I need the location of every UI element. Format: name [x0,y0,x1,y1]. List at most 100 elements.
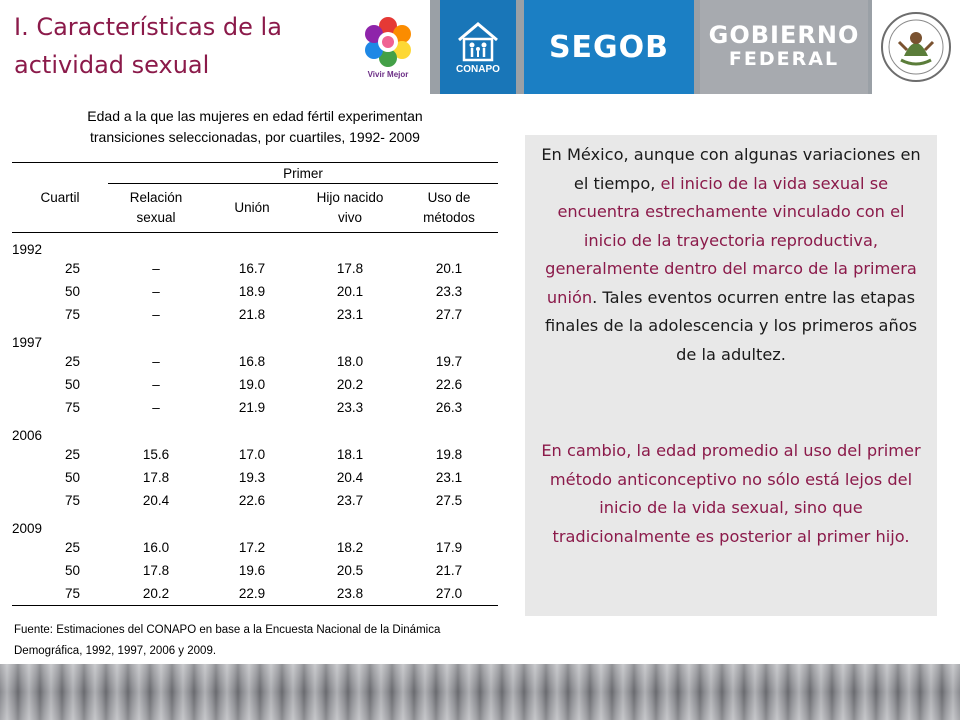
cell-metodos: 17.9 [435,540,463,555]
slide-title-line2: actividad sexual [14,51,210,79]
source-line2: Demográfica, 1992, 1997, 2006 y 2009. [14,645,217,657]
cell-hijo: 18.1 [336,447,364,462]
cell-metodos: 27.5 [435,493,463,508]
cell-relacion: 20.2 [108,582,204,606]
year-label: 2009 [12,521,43,536]
cell-metodos: 21.7 [435,563,463,578]
cell-hijo: 23.3 [336,400,364,415]
table-title: Edad a la que las mujeres en edad fértil… [20,106,490,148]
cell-hijo: 23.8 [300,582,400,606]
gobierno-label: GOBIERNO [708,21,860,49]
summary-p1-part-c: . Tales eventos ocurren entre las etapas… [544,287,918,364]
cell-metodos: 19.7 [435,354,463,369]
federal-label: FEDERAL [728,48,840,70]
cell-relacion: 17.8 [142,563,170,578]
cell-q: 75 [64,493,80,508]
table-row: 50 – 19.0 20.2 22.6 [12,373,498,396]
cell-relacion: 17.8 [142,470,170,485]
cell-union: 22.9 [204,582,300,606]
cell-union: 16.8 [238,354,266,369]
table-row: 25 16.0 17.2 18.2 17.9 [12,536,498,559]
segob-label: SEGOB [548,29,670,65]
summary-paragraph-2: En cambio, la edad promedio al uso del p… [541,441,921,546]
cell-q: 75 [12,582,108,606]
summary-paragraph-1: En México, aunque con algunas variacione… [535,141,927,369]
mexico-coat-of-arms-logo [872,0,960,94]
table-row: 75 20.4 22.6 23.7 27.5 [12,489,498,512]
table-body: 1992 25 – 16.7 17.8 20.1 50 – 18.9 20.1 23.3 75 – 21.… [12,233,498,606]
cell-metodos: 23.1 [435,470,463,485]
table-row: 25 – 16.8 18.0 19.7 [12,350,498,373]
year-label: 2006 [12,428,43,443]
cell-union: 22.6 [238,493,266,508]
eagle-seal-icon [881,12,951,82]
cell-union: 18.9 [238,284,266,299]
vivir-mejor-label: Vivir Mejor [367,69,409,79]
summary-textbox: En México, aunque con algunas variacione… [525,135,937,616]
cell-union: 21.9 [238,400,266,415]
summary-p1-part-a: En México, aunque con algunas variacione… [541,145,921,193]
cell-union: 17.0 [238,447,266,462]
table-row: 50 – 18.9 20.1 23.3 [12,280,498,303]
cuartiles-table: Cuartil Primer Relación sexual Unión Hijo… [12,162,498,606]
table-row: 25 – 16.7 17.8 20.1 [12,257,498,280]
conapo-logo: CONAPO [440,0,516,94]
header-uso-metodos: Uso de métodos [400,183,498,233]
cell-q: 50 [64,470,80,485]
cell-union: 19.3 [238,470,266,485]
cell-q: 25 [64,261,80,276]
summary-p1-highlight: el inicio de la vida sexual se encuentra… [545,173,917,307]
gobierno-federal-logo: GOBIERNO FEDERAL [700,0,868,94]
house-family-icon [458,21,498,61]
cell-relacion: – [152,261,160,276]
cell-relacion: – [152,377,160,392]
cell-q: 75 [64,400,80,415]
header-primer: Primer [108,162,498,184]
cell-union: 19.6 [238,563,266,578]
table-title-line2: transiciones seleccionadas, por cuartile… [90,129,420,145]
cell-q: 25 [64,540,80,555]
year-row: 2006 [12,419,498,443]
cell-hijo: 17.8 [336,261,364,276]
cell-metodos: 22.6 [435,377,463,392]
cell-relacion: 20.4 [142,493,170,508]
table-row: 75 – 21.8 23.1 27.7 [12,303,498,326]
cell-hijo: 20.5 [336,563,364,578]
cell-metodos: 23.3 [435,284,463,299]
header-hijo-nacido-vivo: Hijo nacido vivo [300,183,400,233]
flower-icon [365,16,411,67]
cell-relacion: – [152,400,160,415]
cell-q: 50 [64,377,80,392]
cell-union: 21.8 [238,307,266,322]
header-union: Unión [204,183,300,233]
cell-metodos: 27.7 [435,307,463,322]
table-row: 75 20.2 22.9 23.8 27.0 [12,582,498,606]
cell-hijo: 20.4 [336,470,364,485]
cell-hijo: 18.2 [336,540,364,555]
source-line1: Fuente: Estimaciones del CONAPO en base … [14,624,441,636]
segob-logo: SEGOB [524,0,694,94]
year-label: 1997 [12,335,43,350]
cell-relacion: 16.0 [142,540,170,555]
table-row: 25 15.6 17.0 18.1 19.8 [12,443,498,466]
cell-union: 17.2 [238,540,266,555]
conapo-label: CONAPO [456,63,500,75]
cell-relacion: – [152,354,160,369]
cell-q: 75 [64,307,80,322]
vivir-mejor-logo: Vivir Mejor [346,0,430,94]
cell-hijo: 18.0 [336,354,364,369]
footer-shading [0,664,960,720]
cell-metodos: 27.0 [400,582,498,606]
table-row: 75 – 21.9 23.3 26.3 [12,396,498,419]
table-source: Fuente: Estimaciones del CONAPO en base … [14,620,514,662]
year-row: 2009 [12,512,498,536]
cell-hijo: 20.2 [336,377,364,392]
decorative-footer-pattern [0,664,960,720]
cell-relacion: – [152,307,160,322]
cell-metodos: 26.3 [435,400,463,415]
cell-q: 50 [64,284,80,299]
header-cuartil: Cuartil [12,162,108,233]
table-row: 50 17.8 19.6 20.5 21.7 [12,559,498,582]
header-relacion-sexual: Relación sexual [108,183,204,233]
cell-metodos: 20.1 [435,261,463,276]
